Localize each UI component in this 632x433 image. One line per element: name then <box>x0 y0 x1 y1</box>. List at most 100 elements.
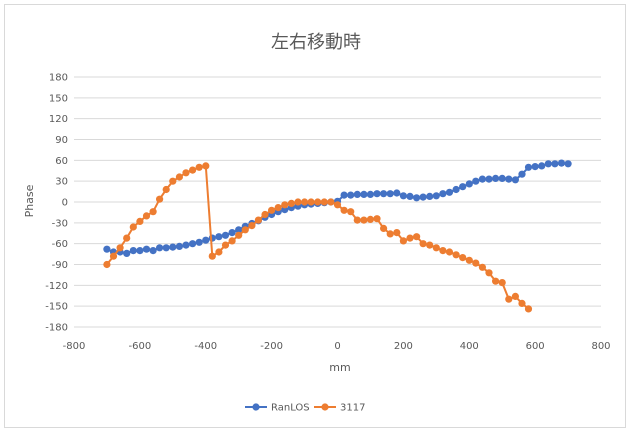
data-point <box>505 175 513 183</box>
legend-entry: 3117 <box>314 403 365 414</box>
data-point <box>380 190 388 198</box>
data-point <box>399 192 407 200</box>
data-point <box>511 176 519 184</box>
data-point <box>459 183 467 191</box>
x-tick-label: 800 <box>591 341 610 352</box>
y-tick-label: 120 <box>49 114 68 125</box>
legend-label: RanLOS <box>271 403 310 414</box>
data-point <box>136 247 144 255</box>
data-point <box>465 256 473 264</box>
data-point <box>498 279 506 287</box>
y-tick-label: -180 <box>45 323 68 334</box>
data-point <box>287 199 295 207</box>
data-point <box>248 222 256 230</box>
data-point <box>320 198 328 206</box>
data-point <box>261 210 269 219</box>
data-point <box>136 217 144 225</box>
line-chart: 左右移動時 180 150 120 90 60 30 0 -30 -60 -90 -120 -150 -… <box>23 32 611 414</box>
data-point <box>478 263 486 271</box>
data-point <box>235 226 243 234</box>
data-point <box>432 192 440 200</box>
data-point <box>228 237 236 245</box>
data-point <box>498 174 506 182</box>
data-point <box>109 252 118 260</box>
data-point <box>518 299 526 307</box>
data-point <box>195 163 203 171</box>
axes: 180 150 120 90 60 30 0 -30 -60 -90 -120 -150 -180 -80… <box>45 73 610 353</box>
data-point <box>195 238 203 246</box>
data-point <box>156 244 164 252</box>
data-point <box>564 160 572 168</box>
legend-entry: RanLOS <box>245 403 310 414</box>
data-point <box>347 191 355 199</box>
data-point <box>413 233 421 241</box>
data-point <box>406 234 414 242</box>
data-point <box>472 177 480 185</box>
y-tick-label: -90 <box>52 260 68 271</box>
x-tick-label: 400 <box>460 341 479 352</box>
legend-label: 3117 <box>340 403 365 414</box>
data-point <box>274 204 282 212</box>
data-point <box>175 242 183 250</box>
data-point <box>538 162 546 170</box>
data-point <box>340 206 348 214</box>
data-point <box>439 190 447 198</box>
x-tick-label: -600 <box>129 341 152 352</box>
data-point <box>492 174 500 182</box>
data-point <box>129 247 137 255</box>
data-point <box>524 305 533 313</box>
data-point <box>162 244 170 252</box>
y-tick-label: 0 <box>62 198 68 209</box>
data-point <box>254 216 262 224</box>
data-point <box>123 249 131 257</box>
data-point <box>123 234 131 242</box>
data-point <box>485 269 493 277</box>
legend: RanLOS 3117 <box>245 403 365 414</box>
data-point <box>360 190 368 198</box>
data-point <box>485 175 493 183</box>
data-point <box>142 212 151 220</box>
data-point <box>419 193 427 201</box>
data-point <box>215 233 223 241</box>
data-point <box>445 188 454 196</box>
data-point <box>353 216 361 224</box>
chart-frame: 左右移動時 180 150 120 90 60 30 0 -30 -60 -90 -120 -150 -… <box>4 4 626 428</box>
data-point <box>202 236 210 244</box>
data-point <box>103 260 111 269</box>
data-point <box>459 254 467 262</box>
series-3117 <box>103 162 533 313</box>
data-point <box>373 190 381 198</box>
data-point <box>380 224 388 232</box>
data-point <box>366 215 374 223</box>
data-point <box>393 229 401 237</box>
data-point <box>393 189 401 197</box>
data-point <box>366 190 374 198</box>
data-point <box>445 248 454 256</box>
data-point <box>221 231 230 239</box>
data-point <box>426 241 434 249</box>
chart-title: 左右移動時 <box>271 32 361 53</box>
data-point <box>406 192 414 200</box>
data-point <box>208 234 216 242</box>
x-tick-label: 0 <box>334 341 340 352</box>
data-point <box>386 230 394 238</box>
data-point <box>432 244 440 252</box>
data-point <box>162 185 170 194</box>
data-point <box>399 237 407 245</box>
x-tick-label: -200 <box>260 341 283 352</box>
y-tick-label: -60 <box>52 239 68 250</box>
x-tick-label: -800 <box>63 341 86 352</box>
data-point <box>340 191 348 199</box>
data-point <box>465 180 473 188</box>
data-point <box>353 190 361 198</box>
grid-lines <box>74 76 601 328</box>
data-point <box>426 192 434 200</box>
data-point <box>386 190 394 198</box>
data-point <box>373 215 381 223</box>
x-tick-label: -400 <box>194 341 217 352</box>
data-point <box>149 208 157 216</box>
series-RanLOS <box>103 159 572 257</box>
data-point <box>511 292 519 300</box>
y-tick-label: 150 <box>49 93 68 104</box>
data-point <box>333 201 342 209</box>
